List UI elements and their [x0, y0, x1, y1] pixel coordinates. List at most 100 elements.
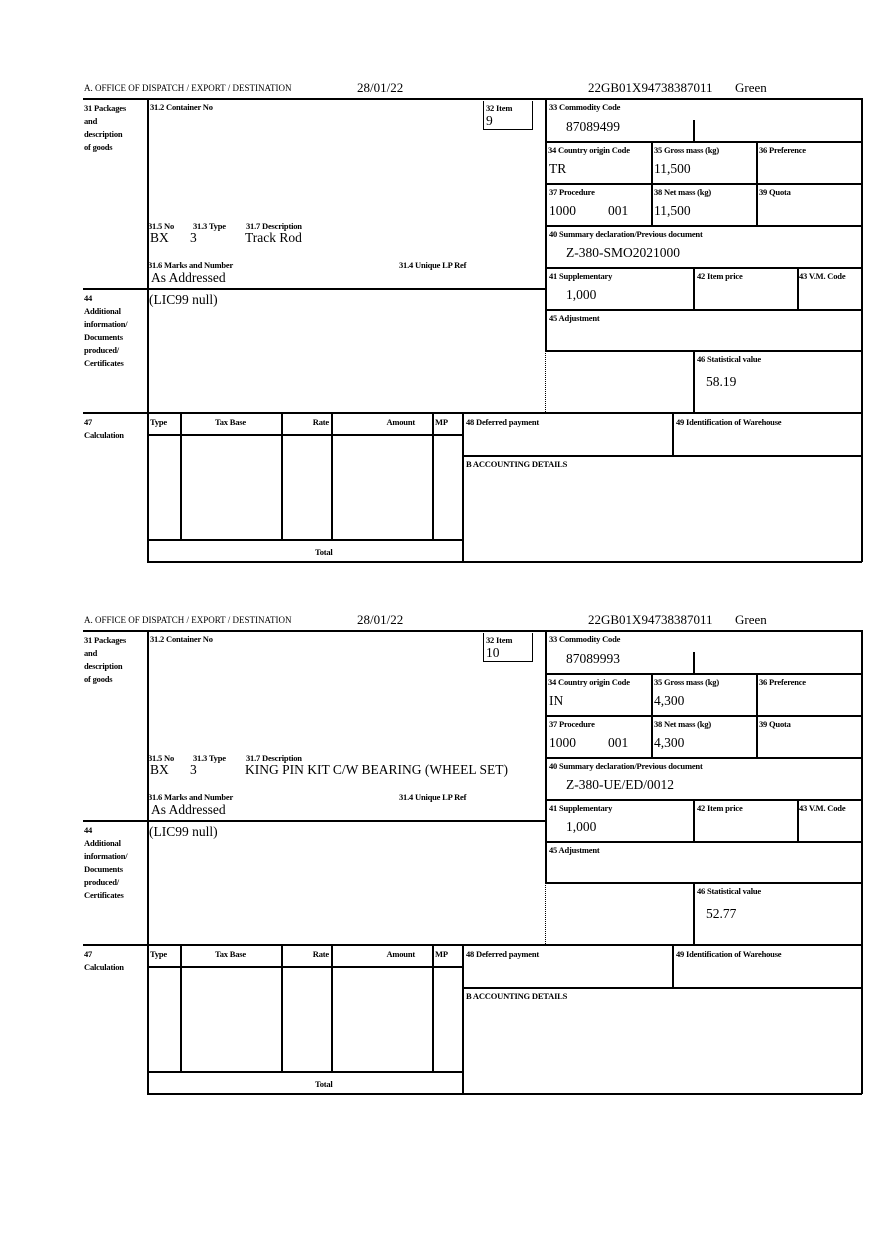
- rule: [147, 1071, 462, 1073]
- additional-info-label: Additional: [84, 306, 121, 316]
- calc-column-header: Amount: [386, 417, 415, 427]
- pkg-no-label: 31.5 No: [148, 753, 174, 763]
- additional-info-label: produced/: [84, 345, 119, 355]
- reference-number: 22GB01X94738387011: [588, 80, 713, 95]
- commodity-code: 87089499: [566, 119, 620, 134]
- office-heading: A. OFFICE OF DISPATCH / EXPORT / DESTINA…: [84, 83, 292, 93]
- rule: [83, 820, 546, 822]
- packages-label: and: [84, 116, 98, 126]
- net-mass: 11,500: [654, 203, 691, 218]
- rule: [693, 267, 695, 309]
- rule: [545, 630, 547, 882]
- rule: [545, 799, 862, 801]
- additional-info: (LIC99 null): [149, 292, 218, 307]
- procedure-additional: 001: [608, 203, 629, 218]
- net-mass-label: 38 Net mass (kg): [654, 719, 712, 729]
- item-number-box: [483, 101, 533, 130]
- calc-column-header: MP: [435, 417, 448, 427]
- country-origin-label: 34 Country origin Code: [548, 677, 630, 687]
- goods-description: Track Rod: [245, 230, 302, 245]
- calc-column-header: Tax Base: [215, 949, 246, 959]
- total-label: Total: [315, 547, 333, 557]
- procedure-label: 37 Procedure: [549, 719, 595, 729]
- item-number-box: [483, 633, 533, 662]
- supplementary-label: 41 Supplementary: [549, 803, 613, 813]
- country-origin: TR: [549, 161, 567, 176]
- description-label: 31.7 Description: [246, 753, 302, 763]
- rule: [147, 1093, 862, 1095]
- vm-code-label: 43 V.M. Code: [799, 271, 846, 281]
- calculation-label: 47: [84, 949, 93, 959]
- additional-info-label: information/: [84, 851, 128, 861]
- additional-info-label: Certificates: [84, 358, 124, 368]
- container-no-label: 31.2 Container No: [150, 634, 213, 644]
- rule: [545, 98, 547, 350]
- supplementary-label: 41 Supplementary: [549, 271, 613, 281]
- rule: [180, 944, 182, 1071]
- additional-info-label: Certificates: [84, 890, 124, 900]
- procedure-label: 37 Procedure: [549, 187, 595, 197]
- summary-decl: Z-380-SMO2021000: [566, 245, 680, 260]
- declaration-item-1: A. OFFICE OF DISPATCH / EXPORT / DESTINA…: [0, 78, 882, 563]
- route: Green: [735, 612, 767, 627]
- rule: [693, 350, 695, 412]
- marks: As Addressed: [151, 802, 226, 817]
- rule: [462, 455, 862, 457]
- rule: [693, 882, 695, 944]
- additional-info-label: 44: [84, 825, 93, 835]
- additional-info-label: Additional: [84, 838, 121, 848]
- rule: [147, 98, 149, 562]
- accounting-details-label: B ACCOUNTING DETAILS: [466, 459, 568, 469]
- summary-decl: Z-380-UE/ED/0012: [566, 777, 674, 792]
- deferred-payment-label: 48 Deferred payment: [466, 949, 539, 959]
- additional-info-label: Documents: [84, 864, 123, 874]
- warehouse-label: 49 Identification of Warehouse: [676, 949, 782, 959]
- gross-mass: 4,300: [654, 693, 685, 708]
- net-mass: 4,300: [654, 735, 685, 750]
- calc-column-header: Rate: [312, 949, 329, 959]
- item-price-label: 42 Item price: [697, 803, 743, 813]
- pkg-no: BX: [150, 762, 169, 777]
- date: 28/01/22: [357, 612, 404, 627]
- additional-info-label: Documents: [84, 332, 123, 342]
- statistical-value: 58.19: [706, 374, 737, 389]
- procedure-additional: 001: [608, 735, 629, 750]
- packages-label: of goods: [84, 142, 113, 152]
- additional-info-label: 44: [84, 293, 93, 303]
- country-origin: IN: [549, 693, 564, 708]
- additional-info: (LIC99 null): [149, 824, 218, 839]
- adjustment-label: 45 Adjustment: [549, 845, 600, 855]
- rule: [545, 350, 862, 352]
- item-number: 9: [486, 113, 493, 128]
- item-label: 32 Item: [486, 635, 513, 645]
- rule: [861, 630, 863, 1094]
- summary-decl-label: 40 Summary declaration/Previous document: [549, 761, 703, 771]
- rule: [281, 944, 283, 1071]
- adjustment-label: 45 Adjustment: [549, 313, 600, 323]
- packages-label: of goods: [84, 674, 113, 684]
- commodity-code-label: 33 Commodity Code: [549, 102, 621, 112]
- rule: [432, 944, 434, 1071]
- rule: [693, 652, 695, 673]
- pkg-type: 3: [190, 762, 197, 777]
- rule: [83, 412, 862, 414]
- rule: [651, 673, 653, 757]
- calc-column-header: Type: [150, 949, 167, 959]
- dotted-rule: [545, 882, 546, 944]
- rule: [462, 412, 464, 561]
- item-number: 10: [486, 645, 500, 660]
- unique-lp-label: 31.4 Unique LP Ref: [399, 260, 467, 270]
- quota-label: 39 Quota: [759, 719, 791, 729]
- rule: [797, 799, 799, 841]
- pkg-type-label: 31.3 Type: [193, 221, 226, 231]
- office-heading: A. OFFICE OF DISPATCH / EXPORT / DESTINA…: [84, 615, 292, 625]
- rule: [83, 944, 862, 946]
- packages-label: and: [84, 648, 98, 658]
- rule: [545, 673, 862, 675]
- gross-mass-label: 35 Gross mass (kg): [654, 677, 719, 687]
- date: 28/01/22: [357, 80, 404, 95]
- goods-description: KING PIN KIT C/W BEARING (WHEEL SET): [245, 762, 508, 777]
- rule: [432, 412, 434, 539]
- rule: [147, 434, 462, 436]
- marks: As Addressed: [151, 270, 226, 285]
